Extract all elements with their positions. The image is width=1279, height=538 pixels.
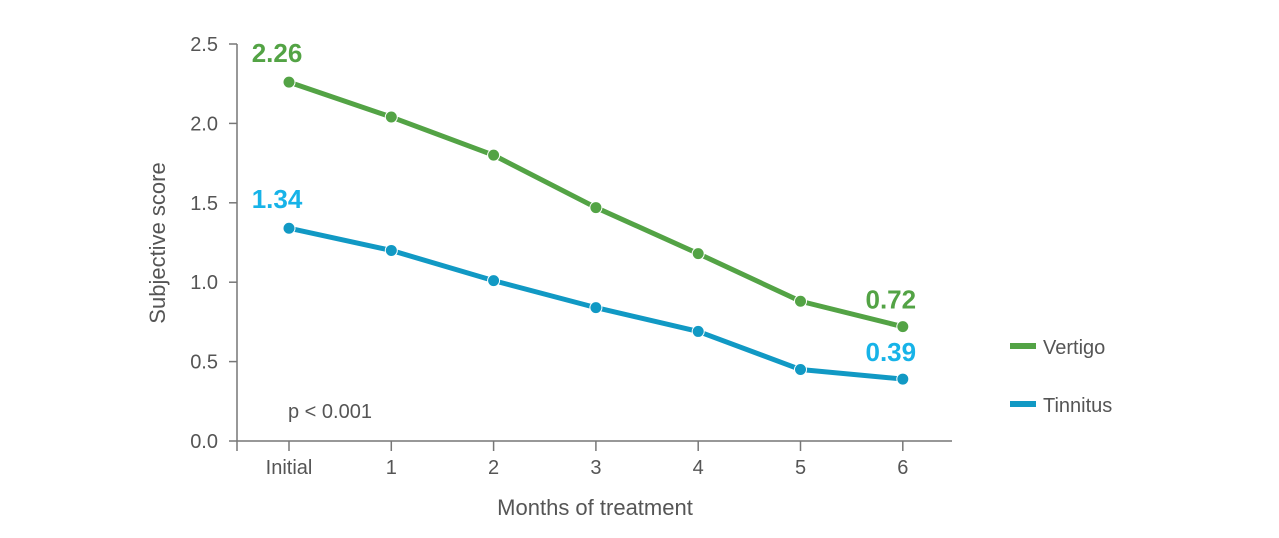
y-axis-title: Subjective score [145,162,170,323]
data-point [384,243,398,257]
legend-item-vertigo: Vertigo [1010,337,1105,359]
x-tick-label: Initial [266,457,313,479]
data-point [794,294,807,308]
legend-item-tinnitus: Tinnitus [1010,395,1112,417]
data-label-first: 1.34 [252,184,303,214]
x-tick-label: 2 [488,457,499,479]
p-value-annotation: p < 0.001 [288,401,372,423]
data-label-first: 2.26 [252,38,303,68]
y-ticks: 0.0 0.5 1.0 1.5 2.0 2.5 [190,34,237,453]
y-axis: 0.0 0.5 1.0 1.5 2.0 2.5 Subjective score [145,34,238,453]
data-point [691,247,705,261]
y-tick-label: 0.0 [190,431,218,453]
x-axis: Initial 1 2 3 4 5 6 Months of treatment [236,440,952,520]
data-label-last: 0.72 [865,285,916,315]
series-vertigo: 2.26 0.72 [252,38,916,334]
series-tinnitus: 1.34 0.39 [252,184,916,386]
data-point [896,372,910,386]
legend-label: Vertigo [1043,337,1105,359]
y-tick-label: 2.5 [190,34,218,56]
x-tick-label: 6 [897,457,908,479]
x-tick-label: 4 [693,457,704,479]
x-tick-label: 1 [386,457,397,479]
x-tick-label: 5 [795,457,806,479]
y-tick-label: 2.0 [190,113,218,135]
data-point [589,301,603,315]
legend-label: Tinnitus [1043,395,1112,417]
x-ticks: Initial 1 2 3 4 5 6 [236,441,908,479]
y-tick-label: 1.0 [190,272,218,294]
data-point [691,324,705,338]
y-tick-label: 1.5 [190,193,218,215]
data-point [384,110,398,124]
legend: Vertigo Tinnitus [1010,337,1112,417]
data-point [282,221,296,235]
data-point [282,75,296,89]
data-point [794,363,807,377]
x-axis-title: Months of treatment [497,495,693,520]
data-point [896,320,910,334]
data-label-last: 0.39 [865,337,916,367]
y-tick-label: 0.5 [190,352,218,374]
data-point [487,274,501,288]
data-point [589,201,603,215]
x-tick-label: 3 [590,457,601,479]
series-layer: 2.26 0.72 1.34 0.39 [252,38,916,386]
data-point [487,148,501,162]
